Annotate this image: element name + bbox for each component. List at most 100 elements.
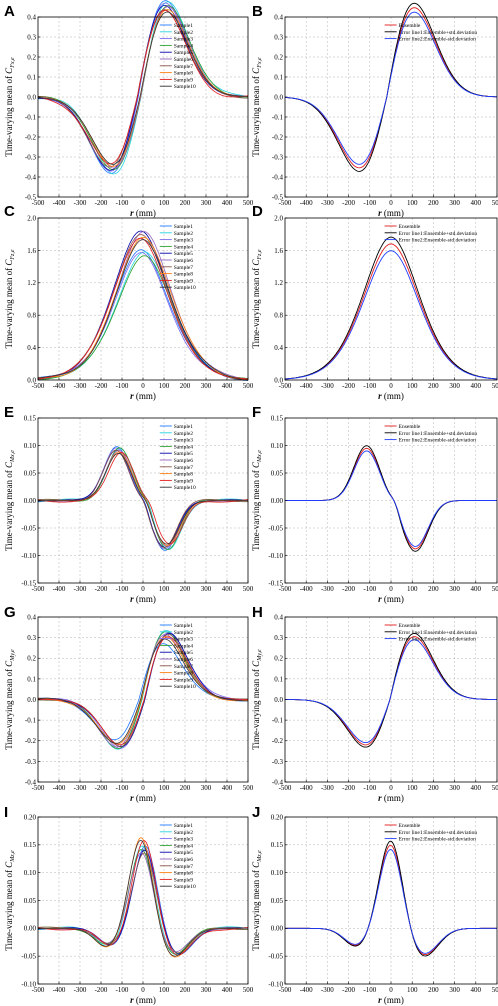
panel-C: C -500 -400 -300 -200 -100 0 100 200 300 400 500 0.0… [4,203,254,401]
panel-letter: B [252,3,263,20]
y-tick-label: 1.2 [274,279,283,287]
y-tick-label: 2.0 [27,214,36,222]
x-axis-title: r (mm) [130,995,156,1005]
x-tick-label: 500 [492,382,498,390]
x-tick-label: -500 [279,199,292,207]
y-tick-label: 0.10 [271,869,284,877]
x-axis-title: r (mm) [378,793,404,803]
x-tick-label: 400 [471,986,482,994]
y-tick-label: 1.2 [27,279,36,287]
legend: Sample1Sample2Sample3Sample4Sample5Sampl… [159,224,196,291]
x-tick-label: -400 [53,986,66,994]
x-axis-title: r (mm) [130,594,156,604]
x-tick-label: -500 [32,585,45,593]
x-tick-label: -300 [74,784,87,792]
x-tick-label: -400 [300,986,313,994]
y-tick-label: -0.10 [268,980,283,988]
series-line-sample10 [37,11,248,165]
x-tick-label: -200 [342,986,355,994]
y-axis-title: Time-varying mean of CMy,e [251,649,263,750]
x-tick-label: 100 [407,784,418,792]
series-line-sample6 [37,231,249,380]
y-tick-label: 0.05 [24,469,37,477]
legend-entry: Sample4 [174,444,193,450]
y-tick-label: -0.5 [25,193,37,201]
legend-entry: Sample7 [174,864,193,870]
x-tick-label: 500 [243,986,254,994]
series-line-sample9 [37,9,249,165]
panel-F: F -500 -400 -300 -200 -100 0 100 200 300 400 500 -0.… [251,404,498,604]
y-axis-title: Time-varying mean of CMy,e [4,649,16,750]
panel-H: H -500 -400 -300 -200 -100 0 100 200 300 400 500 -0.… [251,604,498,803]
y-tick-label: -0.4 [272,173,284,181]
x-tick-label: -200 [342,585,355,593]
panel-I: I -500 -400 -300 -200 -100 0 100 200 300 400 500 -0.… [4,804,254,1005]
x-tick-label: 400 [222,382,233,390]
y-axis-title: Time-varying mean of CMx,e [4,450,16,551]
x-tick-label: -200 [95,986,108,994]
x-tick-label: -400 [53,199,66,207]
x-tick-label: 100 [407,585,418,593]
legend-entry: Sample2 [174,630,193,636]
y-tick-label: 0.0 [27,376,36,384]
legend-entry: Error line1:Ensemble+std.deviation [399,431,478,437]
legend-entry: Error line2:Ensemble-std.deviation [399,637,477,643]
legend-entry: Sample6 [174,657,193,663]
series-line-sample10 [37,239,249,381]
legend-entry: Sample2 [174,830,193,836]
y-tick-label: 0.00 [24,497,37,505]
y-tick-label: 0.2 [274,53,283,61]
legend-entry: Sample10 [174,684,196,690]
y-tick-label: -0.10 [268,552,283,560]
legend-entry: Sample9 [174,478,193,484]
x-tick-label: -300 [74,585,87,593]
panel-letter: A [4,3,15,20]
legend: Sample1Sample2Sample3Sample4Sample5Sampl… [159,23,196,90]
y-tick-label: -0.2 [272,737,284,745]
x-axis-title: r (mm) [378,995,404,1005]
legend-entry: Error line1:Ensemble+std.deviation [399,830,478,836]
y-tick-label: 0.3 [27,634,36,642]
y-tick-label: 0.0 [27,696,36,704]
panel-letter: E [4,404,14,421]
legend: Sample1Sample2Sample3Sample4Sample5Sampl… [159,623,196,690]
legend-entry: Sample6 [174,857,193,863]
y-tick-label: 0.3 [274,634,283,642]
x-tick-label: -300 [321,199,334,207]
x-tick-label: 100 [159,585,170,593]
x-tick-label: -500 [279,382,292,390]
panel-letter: J [252,804,260,821]
x-tick-label: -500 [279,986,292,994]
legend-entry: Sample5 [174,50,193,56]
legend-entry: Sample1 [174,23,193,29]
x-tick-label: 300 [201,986,212,994]
legend-entry: Sample8 [174,671,193,677]
y-tick-label: 0.4 [274,344,283,352]
panel-J: J -500 -400 -300 -200 -100 0 100 200 300 400 500 -0.… [251,804,498,1005]
y-tick-label: 0.2 [27,655,36,663]
y-tick-label: -0.15 [21,579,36,587]
y-tick-label: -0.05 [268,953,283,961]
x-tick-label: 100 [407,199,418,207]
x-tick-label: -100 [363,986,376,994]
y-tick-label: -0.10 [21,552,36,560]
legend: Sample1Sample2Sample3Sample4Sample5Sampl… [159,424,196,491]
legend-entry: Error line2:Ensemble-std.deviation [399,438,477,444]
legend-entry: Error line1:Ensemble+std.deviation [399,231,478,237]
x-tick-label: 400 [471,784,482,792]
legend-entry: Error line2:Ensemble-std.deviation [399,37,477,43]
x-tick-label: 100 [159,986,170,994]
x-tick-label: -500 [279,784,292,792]
legend-entry: Sample10 [174,884,196,890]
x-tick-label: -200 [342,784,355,792]
legend-entry: Sample3 [174,637,193,643]
y-tick-label: 0.10 [24,869,37,877]
series-line-sample9 [37,237,249,380]
x-tick-label: 500 [492,199,498,207]
x-tick-label: -200 [342,382,355,390]
panel-letter: H [252,604,263,621]
x-tick-label: 0 [141,585,145,593]
x-tick-label: 400 [471,199,482,207]
y-axis-title: Time-varying mean of CMx,e [251,450,263,551]
